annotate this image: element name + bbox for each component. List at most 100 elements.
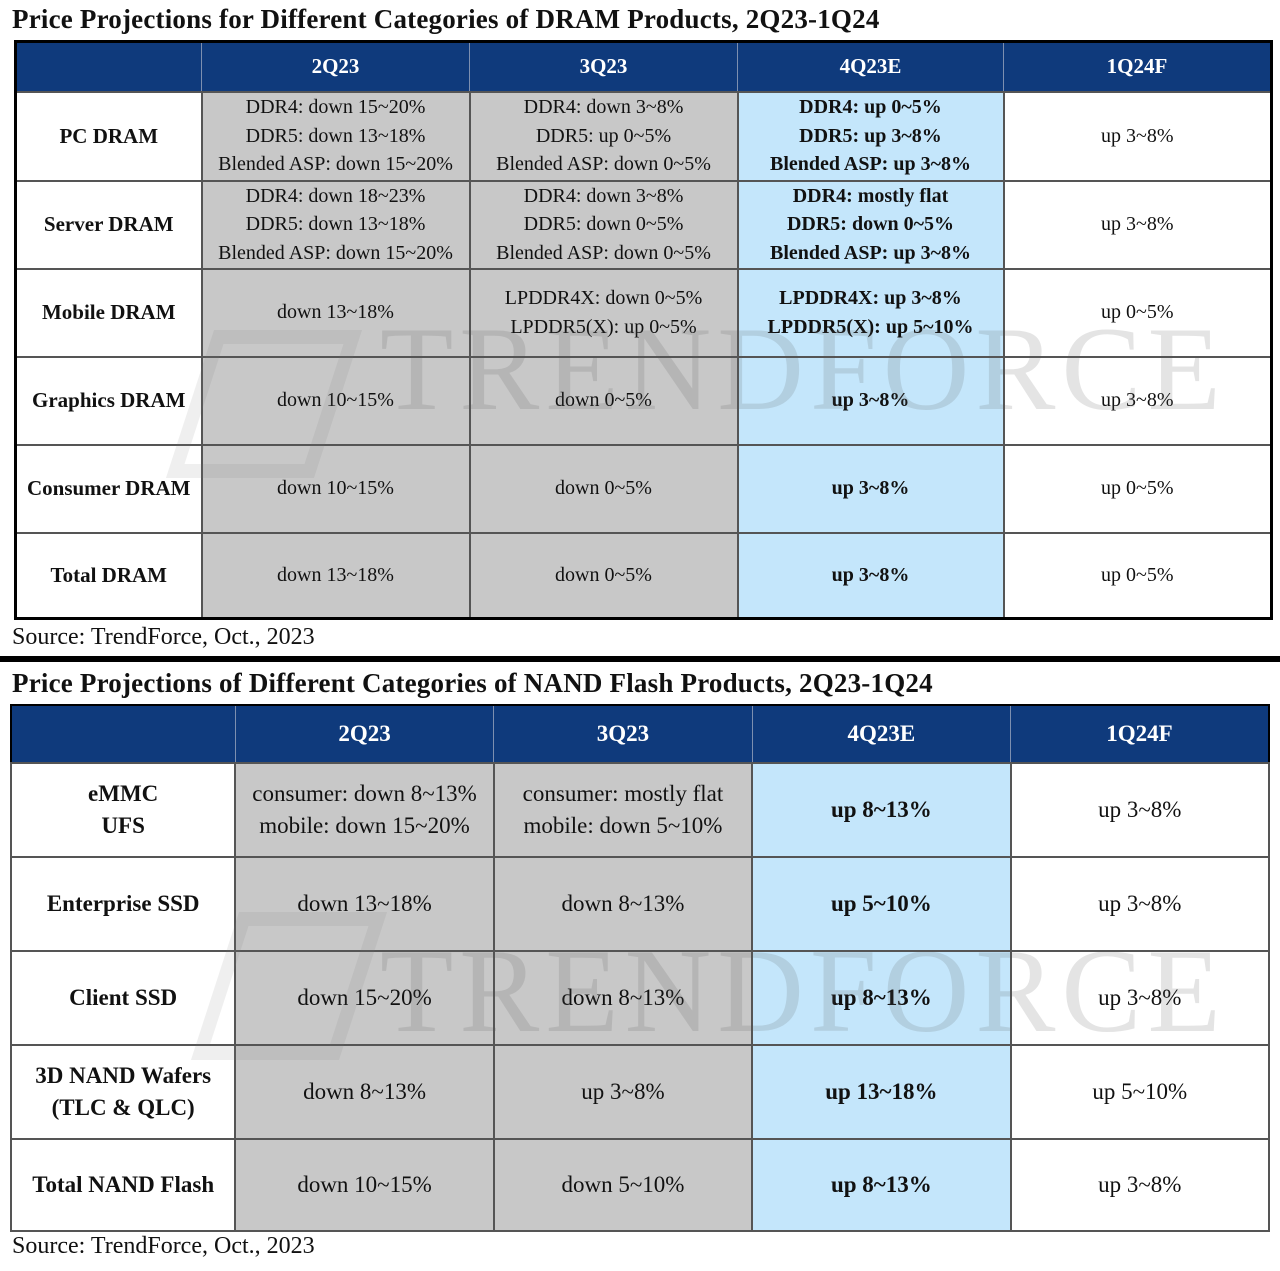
nand-category-cell-line: Total NAND Flash [32, 1172, 215, 1197]
nand-category-cell: Total NAND Flash [9, 1138, 237, 1232]
dram-cell-4q23e: LPDDR4X: up 3~8% LPDDR5(X): up 5~10% [736, 267, 1005, 358]
dram-cell-4q23e: up 3~8% [736, 531, 1005, 620]
dram-cell-3q23: down 0~5% [468, 531, 739, 620]
nand-category-cell-line: (TLC & QLC) [51, 1095, 195, 1120]
nand-category-cell-line: 3D NAND Wafers [35, 1063, 212, 1088]
dram-cell-3q23-line: DDR5: up 0~5% [535, 124, 672, 147]
dram-cell-2q23-line: down 10~15% [277, 477, 394, 500]
nand-cell-4q23e-line: up 8~13% [830, 985, 932, 1010]
nand-cell-4q23e-line: up 13~18% [825, 1079, 938, 1104]
dram-cell-4q23e: up 3~8% [736, 355, 1005, 446]
nand-cell-3q23-line: mobile: down 5~10% [523, 813, 723, 838]
nand-cell-1q24f: up 3~8% [1009, 856, 1271, 952]
dram-cell-4q23e: DDR4: mostly flat DDR5: down 0~5% Blended … [736, 179, 1005, 270]
dram-cell-1q24f: up 3~8% [1002, 179, 1273, 270]
nand-cell-2q23-line: down 10~15% [297, 1172, 432, 1197]
nand-cell-3q23: consumer: mostly flat mobile: down 5~10% [492, 762, 754, 858]
dram-table-row: Server DRAM DDR4: down 18~23% DDR5: down 1… [14, 179, 1273, 270]
dram-cell-4q23e-line: DDR4: mostly flat [792, 184, 949, 207]
nand-category-cell-line: Client SSD [69, 985, 178, 1010]
dram-cell-3q23: DDR4: down 3~8% DDR5: down 0~5% Blended AS… [468, 179, 739, 270]
nand-price-table: 2Q23 3Q23 4Q23E 1Q24F eMMC UFS consumer: d… [9, 704, 1271, 1232]
dram-cell-2q23-line: DDR4: down 15~20% [245, 96, 426, 119]
nand-header-3q23: 3Q23 [493, 704, 753, 764]
nand-category-cell-line: eMMC [88, 781, 159, 806]
nand-cell-2q23-line: down 15~20% [297, 985, 432, 1010]
dram-table-row: Mobile DRAM down 13~18% LPDDR4X: down 0~5%… [14, 267, 1273, 358]
dram-cell-2q23: down 13~18% [200, 267, 471, 358]
dram-cell-1q24f-line: up 3~8% [1101, 124, 1174, 147]
dram-cell-1q24f-line: up 0~5% [1101, 477, 1174, 500]
dram-header-row: 2Q23 3Q23 4Q23E 1Q24F [15, 41, 1272, 92]
dram-header-2q23: 2Q23 [201, 41, 470, 92]
nand-header-category [10, 704, 236, 764]
dram-category-cell-line: Graphics DRAM [32, 388, 186, 413]
dram-cell-3q23-line: DDR5: down 0~5% [523, 213, 684, 236]
dram-cell-1q24f-line: up 0~5% [1101, 301, 1174, 324]
dram-category-cell-line: Consumer DRAM [26, 476, 191, 501]
nand-source-note: Source: TrendForce, Oct., 2023 [12, 1233, 315, 1259]
nand-category-cell-line: UFS [101, 813, 145, 838]
dram-cell-4q23e-line: DDR5: up 3~8% [799, 124, 942, 147]
nand-cell-3q23-line: down 5~10% [561, 1172, 685, 1197]
nand-cell-1q24f-line: up 3~8% [1098, 891, 1182, 916]
dram-cell-2q23: down 10~15% [200, 355, 471, 446]
dram-cell-4q23e-line: DDR4: up 0~5% [799, 96, 942, 119]
nand-category-cell-line: Enterprise SSD [46, 891, 200, 916]
dram-cell-4q23e: up 3~8% [736, 443, 1005, 534]
nand-cell-4q23e: up 8~13% [751, 762, 1012, 858]
nand-cell-4q23e: up 8~13% [751, 1138, 1012, 1232]
nand-cell-2q23-line: down 13~18% [297, 891, 432, 916]
dram-category-cell-line: Total DRAM [50, 563, 167, 587]
dram-cell-1q24f-line: up 3~8% [1101, 213, 1174, 236]
dram-category-cell: Consumer DRAM [14, 443, 203, 534]
dram-cell-1q24f: up 3~8% [1002, 355, 1273, 446]
dram-cell-3q23-line: DDR4: down 3~8% [523, 96, 684, 119]
nand-cell-4q23e-line: up 8~13% [830, 797, 932, 822]
dram-table-row: Total DRAM down 13~18% down 0~5% up 3~8% up … [14, 531, 1273, 620]
dram-cell-3q23-line: down 0~5% [555, 389, 652, 412]
dram-header-1q24f: 1Q24F [1003, 41, 1272, 92]
dram-table-row: Consumer DRAM down 10~15% down 0~5% up 3~8%… [14, 443, 1273, 534]
dram-category-cell-line: PC DRAM [59, 123, 159, 148]
dram-cell-4q23e-line: LPDDR5(X): up 5~10% [767, 315, 974, 338]
nand-cell-3q23-line: down 8~13% [561, 891, 685, 916]
nand-panel: Price Projections of Different Categorie… [0, 662, 1280, 1271]
dram-cell-3q23: down 0~5% [468, 355, 739, 446]
dram-cell-2q23: DDR4: down 15~20% DDR5: down 13~18% Blende… [200, 90, 471, 182]
dram-cell-1q24f: up 0~5% [1002, 267, 1273, 358]
nand-cell-3q23-line: consumer: mostly flat [522, 781, 724, 806]
dram-cell-4q23e: DDR4: up 0~5% DDR5: up 3~8% Blended ASP: u… [736, 90, 1005, 182]
nand-cell-4q23e: up 5~10% [751, 856, 1012, 952]
dram-cell-3q23: DDR4: down 3~8% DDR5: up 0~5% Blended ASP:… [468, 90, 739, 182]
dram-table-row: Graphics DRAM down 10~15% down 0~5% up 3~8%… [14, 355, 1273, 446]
dram-category-cell: Graphics DRAM [14, 355, 203, 446]
dram-header-category [15, 41, 202, 92]
dram-cell-2q23: DDR4: down 18~23% DDR5: down 13~18% Blende… [200, 179, 471, 270]
nand-cell-2q23: down 8~13% [234, 1044, 495, 1140]
nand-cell-1q24f-line: up 3~8% [1098, 797, 1182, 822]
nand-cell-3q23-line: up 3~8% [581, 1079, 665, 1104]
nand-cell-1q24f: up 3~8% [1009, 762, 1271, 858]
dram-cell-3q23-line: down 0~5% [555, 564, 652, 586]
dram-header-4q23e: 4Q23E [737, 41, 1004, 92]
dram-cell-1q24f-line: up 3~8% [1101, 389, 1174, 412]
dram-cell-2q23-line: down 13~18% [277, 301, 394, 324]
dram-cell-2q23-line: Blended ASP: down 15~20% [218, 153, 453, 176]
nand-cell-2q23-line: consumer: down 8~13% [252, 781, 477, 806]
nand-cell-1q24f-line: up 3~8% [1098, 985, 1182, 1010]
dram-cell-2q23-line: DDR5: down 13~18% [245, 124, 426, 147]
dram-cell-2q23: down 10~15% [200, 443, 471, 534]
nand-category-cell: Client SSD [9, 950, 237, 1046]
dram-cell-4q23e-line: up 3~8% [831, 389, 910, 412]
dram-category-cell: Server DRAM [14, 179, 203, 270]
dram-category-cell: PC DRAM [14, 90, 203, 182]
nand-cell-3q23: up 3~8% [492, 1044, 754, 1140]
nand-header-4q23e: 4Q23E [751, 704, 1012, 764]
nand-table-body: eMMC UFS consumer: down 8~13% mobile: down … [9, 762, 1271, 1232]
dram-cell-4q23e-line: DDR5: down 0~5% [786, 213, 955, 236]
nand-cell-3q23: down 8~13% [492, 950, 754, 1046]
dram-price-table: 2Q23 3Q23 4Q23E 1Q24F PC DRAM DDR4: down … [14, 40, 1273, 620]
nand-cell-2q23-line: down 8~13% [303, 1079, 427, 1104]
dram-header-3q23: 3Q23 [469, 41, 738, 92]
